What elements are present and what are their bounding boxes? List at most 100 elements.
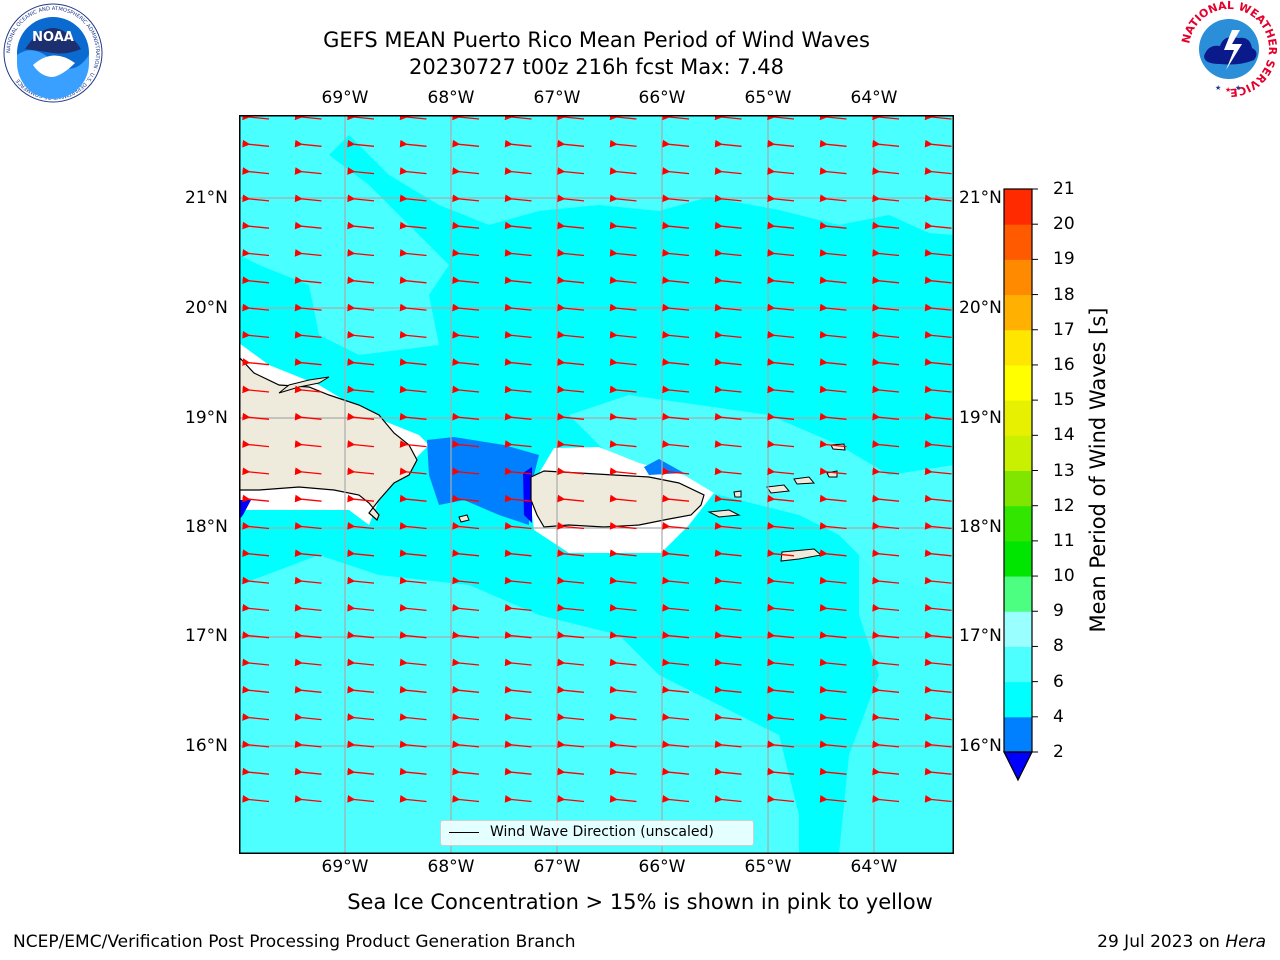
- wind-wave-arrow: [662, 603, 690, 612]
- wind-wave-arrow: [714, 740, 742, 749]
- wind-wave-arrow: [714, 167, 742, 175]
- wind-wave-arrow: [452, 412, 480, 421]
- wind-wave-arrow: [609, 658, 637, 667]
- wind-wave-arrow: [242, 603, 270, 612]
- wind-wave-arrow: [294, 767, 322, 776]
- wind-wave-arrow: [924, 139, 952, 148]
- wind-wave-arrow: [347, 412, 375, 421]
- noaa-logo-text: NOAA: [32, 30, 74, 45]
- wind-wave-arrow: [347, 713, 375, 721]
- wind-wave-arrow: [294, 412, 322, 421]
- wind-wave-arrow: [767, 494, 795, 503]
- wind-wave-arrow: [609, 221, 637, 230]
- wind-wave-arrow: [557, 330, 585, 339]
- wind-wave-arrow: [872, 115, 900, 121]
- wind-wave-arrow: [399, 767, 427, 776]
- wind-wave-arrow: [872, 603, 900, 612]
- wind-wave-arrow: [872, 767, 900, 776]
- lon-label-top: 69°W: [321, 88, 369, 108]
- wind-wave-arrow: [767, 740, 795, 749]
- wind-wave-arrow: [924, 167, 952, 175]
- lon-label-top: 67°W: [533, 88, 581, 108]
- wind-wave-arrow: [819, 713, 847, 721]
- wind-wave-arrow: [662, 412, 690, 421]
- colorbar-tick-label: 21: [1053, 179, 1075, 199]
- wind-wave-arrow: [714, 440, 742, 448]
- wind-wave-arrow: [452, 303, 480, 312]
- wind-wave-arrow: [609, 385, 637, 394]
- wind-wave-arrow: [609, 767, 637, 776]
- lon-label-bottom: 65°W: [744, 857, 792, 877]
- wind-wave-arrow: [609, 330, 637, 339]
- wind-wave-arrow: [819, 467, 847, 476]
- wind-wave-arrow: [242, 139, 270, 148]
- wind-wave-arrow: [609, 115, 637, 121]
- wind-wave-arrow: [399, 467, 427, 476]
- wind-wave-arrow: [819, 685, 847, 694]
- wind-wave-arrow: [504, 494, 532, 503]
- wind-wave-arrow: [609, 521, 637, 530]
- colorbar-band: [1004, 329, 1032, 366]
- colorbar-band: [1004, 364, 1032, 401]
- wind-wave-arrow: [557, 631, 585, 639]
- lat-label-left: 21°N: [185, 188, 228, 208]
- wind-wave-arrow: [819, 303, 847, 312]
- wind-wave-arrow: [924, 685, 952, 694]
- wind-wave-arrow: [504, 740, 532, 749]
- wind-wave-arrow: [399, 576, 427, 585]
- wind-wave-arrow: [399, 549, 427, 558]
- wind-wave-arrow: [294, 115, 322, 121]
- lon-label-bottom: 67°W: [533, 857, 581, 877]
- map-gridlines: [239, 115, 954, 854]
- wind-wave-arrow: [557, 740, 585, 749]
- wind-wave-arrow: [452, 115, 480, 121]
- hispaniola-landmass: [239, 356, 418, 522]
- light-period-region-south: [239, 555, 799, 854]
- wind-wave-arrow: [504, 603, 532, 612]
- wind-wave-arrow: [714, 767, 742, 776]
- wind-wave-arrow: [872, 549, 900, 558]
- wind-wave-arrow: [504, 576, 532, 585]
- wind-wave-arrow: [662, 115, 690, 121]
- wind-wave-arrow: [714, 576, 742, 585]
- colorbar-band: [1004, 400, 1032, 436]
- wind-wave-arrow: [924, 494, 952, 503]
- wind-wave-arrow: [399, 385, 427, 394]
- wind-wave-arrow: [452, 794, 480, 803]
- light-period-region-north: [239, 115, 954, 355]
- wind-wave-arrow: [452, 685, 480, 694]
- colorbar-tick-label: 13: [1053, 460, 1075, 481]
- colorbar-band: [1004, 681, 1032, 718]
- wind-wave-arrow: [294, 467, 322, 476]
- wind-wave-arrow: [557, 494, 585, 503]
- wind-wave-arrow: [662, 713, 690, 721]
- wind-wave-arrow: [294, 794, 322, 803]
- wind-wave-arrow: [819, 794, 847, 803]
- wind-wave-arrow: [662, 139, 690, 148]
- wind-wave-arrow: [662, 221, 690, 230]
- wind-wave-arrow: [557, 221, 585, 230]
- date-text: 29 Jul 2023 on: [1097, 932, 1226, 952]
- wind-wave-arrow: [557, 603, 585, 612]
- svg-text:★: ★: [1215, 84, 1221, 92]
- wind-wave-arrow: [872, 576, 900, 585]
- wind-wave-arrow: [714, 194, 742, 203]
- date-stamp: 29 Jul 2023 on Hera: [1097, 932, 1266, 952]
- wind-wave-arrow: [662, 658, 690, 667]
- wind-wave-arrow: [819, 139, 847, 148]
- wind-wave-arrow: [662, 330, 690, 339]
- wind-wave-arrow: [347, 603, 375, 612]
- colorbar-band: [1004, 224, 1032, 260]
- wind-wave-arrow: [347, 440, 375, 448]
- wind-wave-arrow: [767, 549, 795, 558]
- wind-wave-arrow: [767, 115, 795, 121]
- wind-wave-arrow: [504, 521, 532, 530]
- wind-wave-arrow: [347, 549, 375, 558]
- wind-wave-arrow: [609, 549, 637, 558]
- wind-wave-arrow: [767, 440, 795, 448]
- wind-wave-arrow: [242, 330, 270, 339]
- wind-wave-arrow: [242, 276, 270, 285]
- wind-wave-arrow: [294, 139, 322, 148]
- lon-label-bottom: 69°W: [321, 857, 369, 877]
- wind-wave-arrow: [452, 576, 480, 585]
